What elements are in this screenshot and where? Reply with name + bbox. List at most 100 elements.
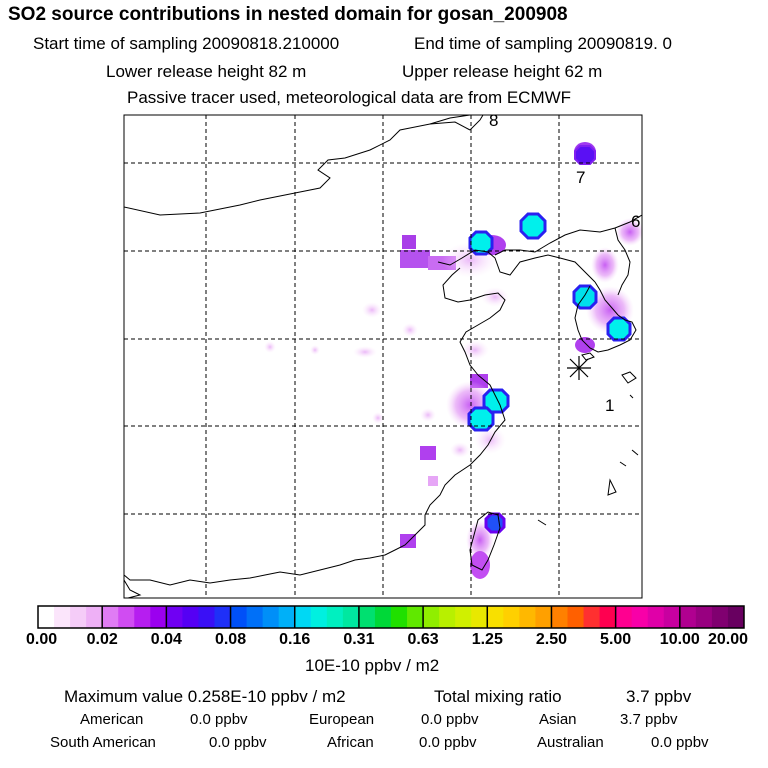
lower-release-height-label: Lower release height 82 m: [106, 62, 307, 81]
graticule: [124, 115, 642, 598]
emission-patch: [402, 323, 418, 337]
hotspots: [467, 145, 632, 534]
emission-patch: [481, 287, 509, 307]
colorbar-swatch: [86, 606, 103, 628]
coastline-north: [124, 121, 471, 216]
emission-patch: [372, 412, 384, 424]
colorbar-swatch: [535, 606, 552, 628]
coastline-liaodong: [442, 267, 506, 376]
region-label-1: 1: [605, 396, 614, 415]
coastline-east: [124, 374, 506, 586]
tracer-note: Passive tracer used, meteorological data…: [127, 88, 572, 107]
region-name-american: American: [80, 711, 144, 728]
colorbar-swatch: [679, 606, 697, 628]
colorbar-swatch: [711, 606, 729, 628]
island-ryukyu-5: [629, 394, 634, 399]
colorbar-swatch: [230, 606, 248, 628]
island-ryukyu-3: [607, 478, 617, 496]
emission-patch: [474, 426, 506, 454]
emission-patch: [264, 341, 276, 353]
island-hainan: [124, 579, 142, 598]
colorbar-tick-label: 0.16: [279, 631, 311, 648]
colorbar-swatch: [647, 606, 665, 628]
emission-patch: [450, 442, 470, 458]
colorbar-unit: 10E-10 ppbv / m2: [305, 656, 440, 675]
hotspot: [468, 230, 494, 256]
colorbar-swatch: [278, 606, 296, 628]
colorbar-swatch: [663, 606, 681, 628]
colorbar-swatch: [519, 606, 536, 628]
region-name-european: European: [309, 711, 375, 728]
island-ryukyu-1: [631, 449, 639, 456]
region-label-8: 8: [489, 111, 498, 130]
colorbar-swatch: [198, 606, 215, 628]
hotspot: [572, 284, 598, 310]
region-name-australian: Australian: [537, 734, 604, 751]
emission-patches: [264, 142, 642, 579]
region-value-south-american: 0.0 ppbv: [209, 734, 267, 751]
colorbar-tick-label: 0.00: [26, 631, 58, 648]
map-area: [124, 115, 642, 598]
colorbar-swatch: [567, 606, 585, 628]
colorbar-tick-label: 10.00: [659, 631, 700, 648]
maximum-value: Maximum value 0.258E-10 ppbv / m2: [64, 687, 346, 706]
colorbar-tick-label: 5.00: [600, 631, 632, 648]
colorbar-swatch: [487, 606, 504, 628]
island-ryukyu-2: [619, 461, 627, 467]
upper-release-height-label: Upper release height 62 m: [402, 62, 603, 81]
colorbar-swatch: [439, 606, 456, 628]
colorbar-swatch: [599, 606, 617, 628]
colorbar-tick-label: 0.04: [150, 631, 182, 648]
colorbar-tick-label: 1.25: [471, 631, 503, 648]
colorbar-swatch: [631, 606, 649, 628]
hotspot: [606, 316, 632, 342]
colorbar-swatch: [262, 606, 280, 628]
start-time-label: Start time of sampling 20090818.210000: [33, 34, 340, 53]
region-name-asian: Asian: [539, 711, 577, 728]
coastline-korea: [574, 281, 637, 353]
colorbar-swatch: [214, 606, 232, 628]
colorbar-swatch: [374, 606, 392, 628]
colorbar-swatch: [326, 606, 344, 628]
end-time-label: End time of sampling 20090819. 0: [414, 34, 673, 53]
colorbar-swatch: [294, 606, 312, 628]
colorbar-swatch: [695, 606, 713, 628]
region-value-australian: 0.0 ppbv: [651, 734, 709, 751]
colorbar-tick-label: 0.31: [343, 631, 375, 648]
hotspot: [574, 145, 596, 165]
colorbar-swatch: [423, 606, 440, 628]
colorbar-tick-label: 0.63: [407, 631, 439, 648]
region-name-south-american: South American: [50, 734, 156, 751]
emission-patch: [428, 476, 438, 486]
emission-patch: [575, 337, 595, 353]
hotspot: [484, 512, 506, 534]
emission-patch: [461, 340, 489, 360]
region-value-european: 0.0 ppbv: [421, 711, 479, 728]
colorbar: [38, 606, 745, 628]
receptor-asterisk-icon: [567, 356, 591, 380]
coastline-bohai: [437, 249, 596, 283]
island-ryukyu-4: [537, 519, 547, 526]
colorbar-tick-label: 20.00: [707, 631, 749, 648]
colorbar-tick-label: 0.02: [86, 631, 118, 648]
emission-patch: [402, 235, 416, 249]
colorbar-frame: [37, 605, 745, 629]
colorbar-swatch: [503, 606, 520, 628]
colorbar-tick-label: 2.50: [535, 631, 568, 648]
emission-patch: [591, 247, 619, 283]
colorbar-swatch: [391, 606, 408, 628]
colorbar-swatch: [551, 606, 568, 628]
colorbar-swatch: [407, 606, 424, 628]
island-kyushu: [621, 371, 637, 384]
coastline-korea-east: [614, 227, 631, 296]
hotspot: [519, 212, 547, 240]
colorbar-swatch: [583, 606, 601, 628]
emission-patch: [310, 345, 320, 355]
figure-title: SO2 source contributions in nested domai…: [8, 4, 568, 25]
colorbar-swatch: [150, 606, 167, 628]
colorbar-swatch: [310, 606, 328, 628]
coastlines: [124, 115, 642, 598]
region-value-asian: 3.7 ppbv: [620, 711, 678, 728]
emission-patch: [420, 408, 436, 422]
emission-patch: [353, 346, 377, 358]
